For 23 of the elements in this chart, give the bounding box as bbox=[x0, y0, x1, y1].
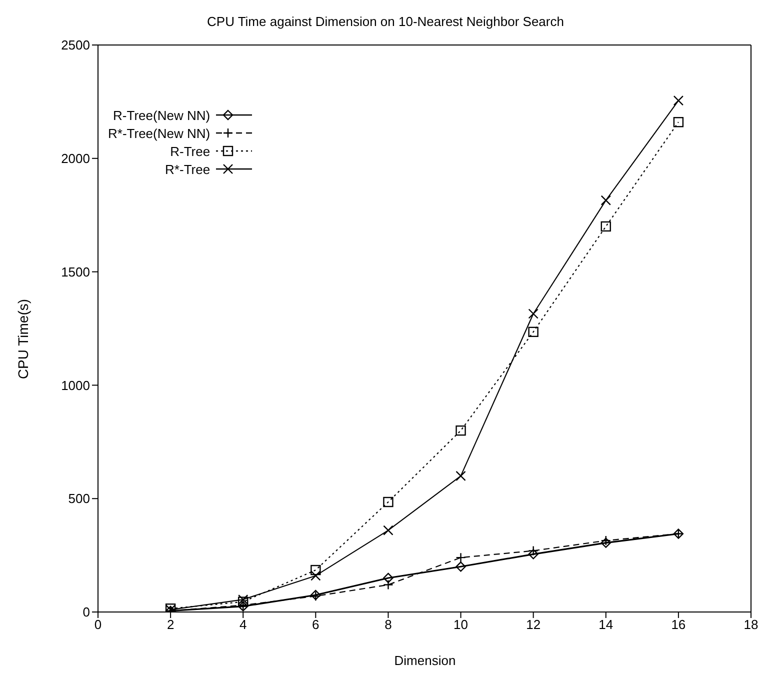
x-tick-label: 6 bbox=[312, 617, 320, 632]
x-tick-label: 0 bbox=[94, 617, 102, 632]
legend-label: R-Tree(New NN) bbox=[113, 108, 210, 122]
x-tick-label: 2 bbox=[166, 617, 174, 632]
y-tick-label: 2500 bbox=[61, 38, 90, 53]
y-tick-label: 1500 bbox=[61, 264, 90, 280]
x-tick-label: 18 bbox=[744, 617, 758, 632]
legend-label: R*-Tree(New NN) bbox=[108, 126, 210, 140]
legend-label: R-Tree bbox=[170, 144, 210, 158]
y-tick-label: 0 bbox=[82, 604, 90, 620]
x-tick-label: 12 bbox=[526, 617, 541, 632]
x-tick-label: 14 bbox=[598, 617, 614, 632]
y-tick-label: 1000 bbox=[61, 378, 90, 393]
y-axis-title: CPU Time(s) bbox=[15, 298, 31, 380]
y-tick-label: 500 bbox=[68, 491, 90, 506]
legend-label: R*-Tree bbox=[165, 162, 210, 176]
x-tick-label: 10 bbox=[454, 617, 468, 632]
y-tick-label: 2000 bbox=[61, 151, 90, 166]
x-tick-label: 16 bbox=[671, 617, 686, 632]
x-tick-label: 8 bbox=[384, 617, 392, 632]
chart-title: CPU Time against Dimension on 10-Nearest Neighbor Search bbox=[206, 14, 565, 29]
x-tick-label: 4 bbox=[239, 617, 247, 632]
x-axis-title: Dimension bbox=[393, 653, 457, 668]
